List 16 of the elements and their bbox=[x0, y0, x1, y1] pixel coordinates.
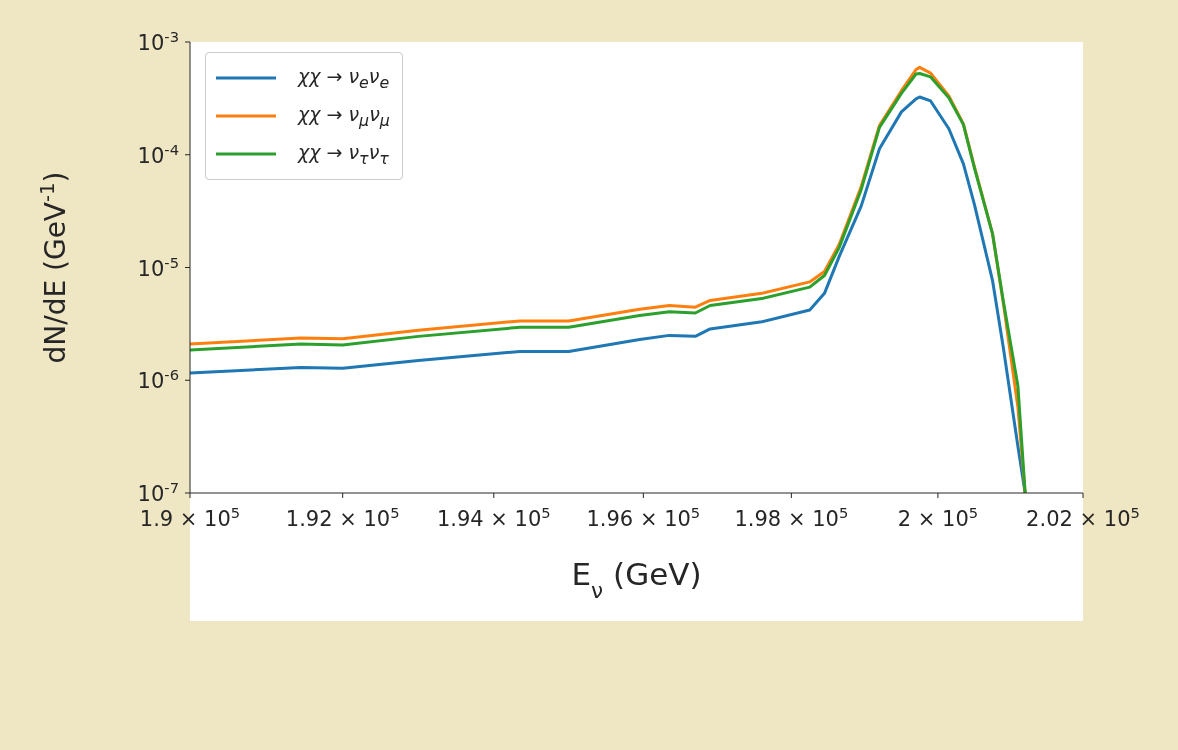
legend-label: χχ → ν$_{e}$ν$_{e}$ bbox=[298, 64, 390, 92]
x-tick-label: 1.9 × 10$^{5}$ bbox=[139, 503, 241, 531]
y-tick-label: 10$^{-7}$ bbox=[137, 478, 179, 506]
x-tick-label: 2 × 10$^{5}$ bbox=[897, 503, 979, 531]
legend-label: χχ → ν$_{τ}$ν$_{τ}$ bbox=[298, 140, 389, 168]
x-tick-label: 1.92 × 10$^{5}$ bbox=[285, 503, 400, 531]
y-tick-label: 10$^{-3}$ bbox=[137, 27, 179, 55]
x-tick-label: 1.96 × 10$^{5}$ bbox=[586, 503, 701, 531]
y-tick-label: 10$^{-5}$ bbox=[137, 253, 179, 281]
legend-label: χχ → ν$_{μ}$ν$_{μ}$ bbox=[298, 102, 390, 130]
y-tick-label: 10$^{-4}$ bbox=[137, 140, 179, 168]
x-tick-label: 2.02 × 10$^{5}$ bbox=[1026, 503, 1140, 531]
x-tick-label: 1.98 × 10$^{5}$ bbox=[734, 503, 849, 531]
y-tick-label: 10$^{-6}$ bbox=[137, 365, 179, 394]
x-tick-label: 1.94 × 10$^{5}$ bbox=[436, 503, 551, 531]
x-axis-title: E$_{ν}$ (GeV) bbox=[571, 556, 702, 603]
